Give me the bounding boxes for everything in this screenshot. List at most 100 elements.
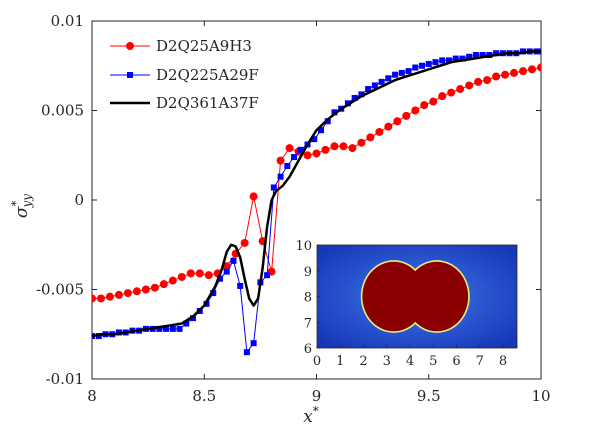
data-point-d2q225a29f bbox=[392, 71, 399, 78]
data-point-d2q25a9h3 bbox=[276, 156, 285, 165]
data-point-d2q225a29f bbox=[466, 53, 473, 60]
legend-entry-d2q225a29f: D2Q225A29F bbox=[110, 66, 259, 84]
y-tick-label: 0 bbox=[74, 191, 84, 209]
data-point-d2q25a9h3 bbox=[393, 117, 402, 126]
data-point-d2q225a29f bbox=[459, 55, 466, 62]
data-point-d2q25a9h3 bbox=[168, 276, 177, 285]
inset-x-tick-label: 6 bbox=[452, 354, 460, 369]
data-point-d2q25a9h3 bbox=[429, 97, 438, 106]
data-point-d2q225a29f bbox=[291, 154, 298, 161]
data-point-d2q225a29f bbox=[412, 64, 419, 71]
y-tick-label: -0.005 bbox=[36, 281, 84, 299]
data-point-d2q25a9h3 bbox=[159, 280, 168, 289]
inset-x-tick-label: 3 bbox=[383, 354, 391, 369]
data-point-d2q225a29f bbox=[163, 325, 170, 332]
data-point-d2q25a9h3 bbox=[330, 142, 339, 151]
legend-marker-square bbox=[127, 72, 133, 78]
data-point-d2q225a29f bbox=[479, 52, 486, 59]
legend-box bbox=[100, 28, 310, 116]
x-axis: 8 8.5 9 9.5 10 bbox=[87, 21, 551, 405]
data-point-d2q225a29f bbox=[156, 325, 163, 332]
legend-entry-d2q361a37f: D2Q361A37F bbox=[110, 94, 259, 112]
inset-y-tick-label: 8 bbox=[304, 291, 312, 306]
data-point-d2q225a29f bbox=[169, 325, 176, 332]
legend-marker-circle bbox=[126, 42, 134, 50]
data-point-d2q25a9h3 bbox=[204, 271, 213, 280]
legend: D2Q25A9H3 D2Q225A29F D2Q361A37F bbox=[100, 28, 310, 116]
inset-x-tick-label: 2 bbox=[359, 354, 367, 369]
data-point-d2q25a9h3 bbox=[474, 77, 483, 86]
data-point-d2q225a29f bbox=[243, 349, 250, 356]
legend-label-3: D2Q361A37F bbox=[156, 94, 259, 112]
data-point-d2q225a29f bbox=[237, 282, 244, 289]
data-point-d2q225a29f bbox=[324, 118, 331, 125]
inset-y-tick-label: 6 bbox=[304, 342, 312, 357]
x-axis-label: x* bbox=[303, 404, 319, 427]
data-point-d2q25a9h3 bbox=[537, 63, 541, 72]
data-point-d2q25a9h3 bbox=[501, 70, 510, 79]
data-point-d2q225a29f bbox=[472, 52, 479, 59]
data-point-d2q25a9h3 bbox=[519, 67, 528, 76]
data-point-d2q25a9h3 bbox=[285, 144, 294, 153]
x-tick-label: 8.5 bbox=[192, 387, 216, 405]
data-point-d2q225a29f bbox=[432, 59, 439, 66]
y-tick-label: -0.01 bbox=[46, 370, 84, 388]
data-point-d2q225a29f bbox=[452, 55, 459, 62]
data-point-d2q25a9h3 bbox=[402, 111, 411, 120]
data-point-d2q25a9h3 bbox=[483, 76, 492, 85]
data-point-d2q25a9h3 bbox=[366, 133, 375, 142]
data-point-d2q25a9h3 bbox=[375, 127, 384, 136]
inset-y-tick-label: 9 bbox=[304, 265, 312, 280]
data-point-d2q25a9h3 bbox=[510, 68, 519, 77]
data-point-d2q225a29f bbox=[371, 82, 378, 89]
legend-entry-d2q25a9h3: D2Q25A9H3 bbox=[110, 37, 252, 55]
data-point-d2q25a9h3 bbox=[384, 122, 393, 131]
data-point-d2q225a29f bbox=[385, 75, 392, 82]
data-point-d2q25a9h3 bbox=[195, 269, 204, 278]
data-point-d2q25a9h3 bbox=[141, 285, 150, 294]
data-point-d2q225a29f bbox=[277, 173, 284, 180]
data-point-d2q25a9h3 bbox=[339, 142, 348, 151]
data-point-d2q225a29f bbox=[297, 146, 304, 153]
inset-x-tick-label: 1 bbox=[336, 354, 344, 369]
inset-x-tick-label: 4 bbox=[406, 354, 414, 369]
x-tick-label: 9 bbox=[312, 387, 322, 405]
data-point-d2q225a29f bbox=[250, 340, 257, 347]
data-point-d2q225a29f bbox=[419, 62, 426, 69]
inset-x-tick-label: 0 bbox=[313, 354, 321, 369]
inset-droplets bbox=[360, 260, 470, 333]
data-point-d2q225a29f bbox=[270, 184, 277, 191]
inset-y-tick-label: 7 bbox=[304, 316, 312, 331]
data-point-d2q25a9h3 bbox=[312, 149, 321, 158]
data-point-d2q25a9h3 bbox=[357, 138, 366, 147]
data-point-d2q225a29f bbox=[351, 94, 358, 101]
data-point-d2q25a9h3 bbox=[249, 192, 258, 201]
inset-x-tick-label: 5 bbox=[429, 354, 437, 369]
y-axis: -0.01 -0.005 0 0.005 0.01 bbox=[36, 12, 541, 388]
data-point-d2q25a9h3 bbox=[492, 72, 501, 81]
x-tick-label: 9.5 bbox=[417, 387, 441, 405]
data-point-d2q25a9h3 bbox=[420, 101, 429, 110]
data-point-d2q225a29f bbox=[216, 275, 223, 282]
data-point-d2q25a9h3 bbox=[465, 81, 474, 90]
series-line-d2q361a37f bbox=[92, 50, 541, 338]
data-point-d2q25a9h3 bbox=[132, 287, 141, 296]
series-layer bbox=[92, 48, 541, 356]
data-point-d2q25a9h3 bbox=[438, 92, 447, 101]
data-point-d2q25a9h3 bbox=[177, 272, 186, 281]
data-point-d2q25a9h3 bbox=[456, 85, 465, 94]
data-point-d2q225a29f bbox=[365, 86, 372, 93]
data-point-d2q25a9h3 bbox=[240, 238, 249, 247]
data-point-d2q225a29f bbox=[311, 136, 318, 143]
inset-x-tick-label: 7 bbox=[476, 354, 484, 369]
data-point-d2q225a29f bbox=[398, 69, 405, 76]
x-tick-label: 8 bbox=[87, 387, 97, 405]
data-point-d2q225a29f bbox=[358, 91, 365, 98]
data-point-d2q25a9h3 bbox=[105, 292, 114, 301]
inset-y-tick-label: 10 bbox=[295, 239, 312, 254]
data-point-d2q225a29f bbox=[176, 325, 183, 332]
data-point-d2q25a9h3 bbox=[114, 290, 123, 299]
data-point-d2q25a9h3 bbox=[348, 144, 357, 153]
